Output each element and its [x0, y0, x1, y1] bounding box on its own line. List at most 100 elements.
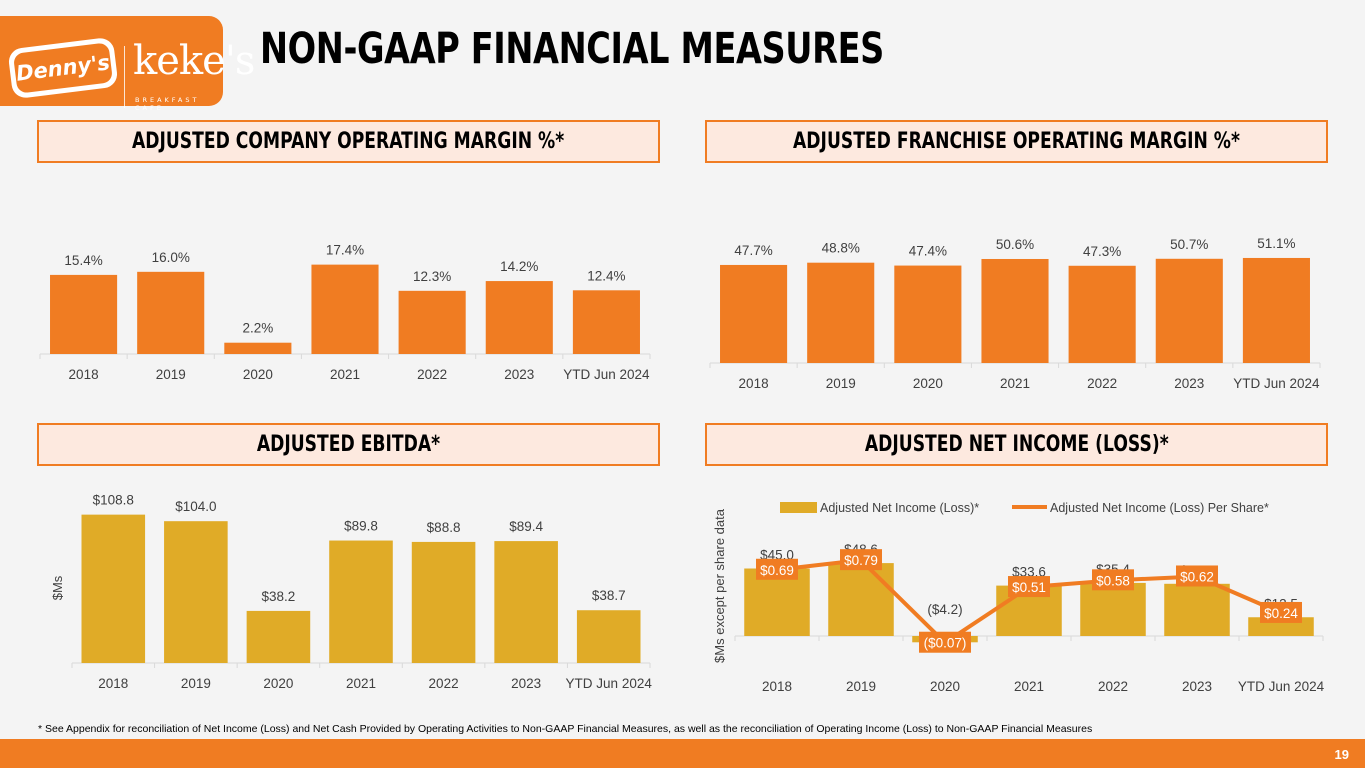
company-bar [224, 342, 292, 354]
franchise-bar [720, 264, 788, 363]
ebitda-category-label: 2022 [429, 676, 459, 691]
net_income-line-data-label: $0.51 [1012, 580, 1046, 595]
net_income-category-label: 2023 [1182, 679, 1212, 694]
franchise-margin-title: ADJUSTED FRANCHISE OPERATING MARGIN %* [793, 129, 1240, 154]
net_income-line-label-box [756, 558, 798, 580]
ebitda-category-label: 2020 [263, 676, 293, 691]
company-bar [50, 274, 118, 354]
franchise-category-label: 2022 [1087, 376, 1117, 391]
franchise-data-label: 50.6% [996, 237, 1034, 252]
company-category-label: YTD Jun 2024 [563, 367, 650, 382]
company-margin-header: ADJUSTED COMPANY OPERATING MARGIN %* [37, 120, 660, 163]
net_income-legend-bar-swatch [780, 502, 817, 513]
dennys-logo: Denny's [7, 36, 119, 100]
net_income-bar [828, 563, 894, 636]
company-data-label: 14.2% [500, 259, 538, 274]
net-income-chart: Adjusted Net Income (Loss)* Adjusted Net … [712, 501, 1325, 694]
net_income-bar [1164, 583, 1230, 636]
net_income-category-label: 2020 [930, 679, 960, 694]
net_income-category-label: 2022 [1098, 679, 1128, 694]
ebitda-data-label: $38.2 [262, 589, 296, 604]
net_income-line-data-label: $0.24 [1264, 606, 1298, 621]
franchise-bar [894, 265, 962, 363]
net_income-line-label-box [1260, 601, 1302, 623]
net_income-category-label: YTD Jun 2024 [1238, 679, 1325, 694]
footer-bar: 19 [0, 739, 1365, 768]
net_income-bar-data-label: $33.6 [1012, 565, 1046, 580]
page-title: NON-GAAP FINANCIAL MEASURES [260, 24, 884, 74]
footnote: * See Appendix for reconciliation of Net… [38, 723, 1093, 735]
ebitda-category-label: 2018 [98, 676, 128, 691]
net_income-line-data-label: $0.69 [760, 563, 794, 578]
company-category-label: 2018 [69, 367, 99, 382]
company-bar [137, 271, 205, 354]
franchise-bar [1068, 265, 1136, 363]
net_income-bar-data-label: $45.0 [760, 548, 794, 563]
dennys-logo-text: Denny's [14, 50, 112, 86]
net_income-line-label-box [1176, 565, 1218, 587]
franchise-data-label: 47.7% [734, 243, 772, 258]
franchise-data-label: 51.1% [1257, 236, 1295, 251]
net-income-header: ADJUSTED NET INCOME (LOSS)* [705, 423, 1328, 466]
franchise-category-label: 2019 [826, 376, 856, 391]
franchise-data-label: 47.4% [909, 244, 947, 259]
company-data-label: 2.2% [242, 321, 273, 336]
franchise-category-label: YTD Jun 2024 [1233, 376, 1320, 391]
ebitda-bar [81, 514, 146, 663]
company-data-label: 12.3% [413, 269, 451, 284]
ebitda-bar [576, 610, 641, 663]
company-data-label: 16.0% [152, 250, 190, 265]
company-data-label: 17.4% [326, 243, 364, 258]
ebitda-chart: $108.8 2018 $104.0 2019 $38.2 2020 $89.8 2021 $8… [50, 493, 653, 691]
franchise-category-label: 2018 [739, 376, 769, 391]
franchise-bar [807, 262, 875, 363]
company-bar [572, 290, 640, 354]
kekes-logo-subtitle: BREAKFAST CAFE [135, 96, 200, 112]
company-category-label: 2022 [417, 367, 447, 382]
franchise-bar [1242, 257, 1310, 363]
ebitda-header: ADJUSTED EBITDA* [37, 423, 660, 466]
company-bar [398, 290, 466, 354]
net_income-line-label-box [919, 631, 971, 653]
net_income-line-data-label: $0.62 [1180, 569, 1214, 584]
net_income-line-label-box [840, 549, 882, 571]
company-data-label: 12.4% [587, 268, 625, 283]
kekes-logo: keke's [133, 38, 255, 84]
net_income-category-label: 2018 [762, 679, 792, 694]
net_income-line-label-box [1008, 576, 1050, 598]
franchise-category-label: 2021 [1000, 376, 1030, 391]
franchise-bar [1155, 258, 1223, 363]
page-number: 19 [1334, 747, 1349, 762]
net-income-title: ADJUSTED NET INCOME (LOSS)* [864, 432, 1169, 457]
net_income-y-axis-label: $Ms except per share data [712, 508, 727, 663]
net_income-bar [1080, 582, 1146, 636]
net_income-bar-data-label: ($4.2) [927, 602, 962, 617]
net_income-line-data-label: $0.79 [844, 553, 878, 568]
company-data-label: 15.4% [64, 253, 102, 268]
net_income-line-data-label: $0.58 [1096, 573, 1130, 588]
ebitda-category-label: 2019 [181, 676, 211, 691]
ebitda-title: ADJUSTED EBITDA* [256, 432, 441, 457]
ebitda-bar [164, 521, 228, 663]
franchise-data-label: 48.8% [822, 241, 860, 256]
franchise-margin-chart: 47.7% 2018 48.8% 2019 47.4% 2020 50.6% 2021 47.3… [709, 236, 1321, 391]
franchise-category-label: 2020 [913, 376, 943, 391]
logo-divider [124, 46, 125, 108]
ebitda-y-axis-label: $Ms [50, 575, 65, 600]
company-category-label: 2019 [156, 367, 186, 382]
net_income-legend-line-label: Adjusted Net Income (Loss) Per Share* [1050, 501, 1269, 515]
franchise-bar [981, 258, 1049, 363]
ebitda-bar [411, 541, 476, 663]
ebitda-category-label: YTD Jun 2024 [566, 676, 653, 691]
ebitda-category-label: 2021 [346, 676, 376, 691]
net_income-category-label: 2019 [846, 679, 876, 694]
ebitda-data-label: $88.8 [427, 520, 461, 535]
franchise-category-label: 2023 [1174, 376, 1204, 391]
company-bar [311, 264, 379, 354]
company-category-label: 2021 [330, 367, 360, 382]
ebitda-bar [246, 610, 311, 663]
ebitda-data-label: $108.8 [93, 493, 134, 508]
ebitda-data-label: $104.0 [175, 499, 216, 514]
logo-banner: Denny's keke's BREAKFAST CAFE [0, 16, 255, 112]
company-category-label: 2020 [243, 367, 273, 382]
